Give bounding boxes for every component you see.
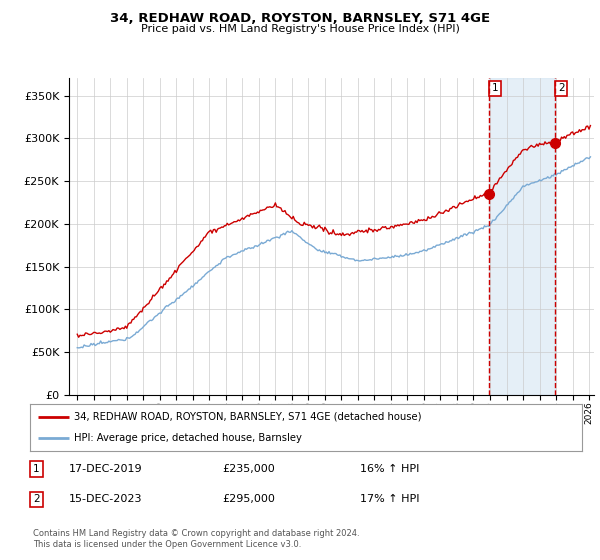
Text: HPI: Average price, detached house, Barnsley: HPI: Average price, detached house, Barn… [74, 433, 302, 444]
Text: 17-DEC-2019: 17-DEC-2019 [69, 464, 143, 474]
Text: 2: 2 [33, 494, 40, 505]
Bar [489, 78, 594, 395]
Text: Price paid vs. HM Land Registry's House Price Index (HPI): Price paid vs. HM Land Registry's House … [140, 24, 460, 34]
Text: £235,000: £235,000 [222, 464, 275, 474]
Text: 2: 2 [558, 83, 565, 93]
Text: £295,000: £295,000 [222, 494, 275, 505]
Text: 1: 1 [33, 464, 40, 474]
Text: 15-DEC-2023: 15-DEC-2023 [69, 494, 143, 505]
Text: 16% ↑ HPI: 16% ↑ HPI [360, 464, 419, 474]
Bar [489, 78, 556, 395]
Text: 1: 1 [492, 83, 499, 93]
Text: 17% ↑ HPI: 17% ↑ HPI [360, 494, 419, 505]
Text: 34, REDHAW ROAD, ROYSTON, BARNSLEY, S71 4GE: 34, REDHAW ROAD, ROYSTON, BARNSLEY, S71 … [110, 12, 490, 25]
Text: 34, REDHAW ROAD, ROYSTON, BARNSLEY, S71 4GE (detached house): 34, REDHAW ROAD, ROYSTON, BARNSLEY, S71 … [74, 412, 422, 422]
Text: Contains HM Land Registry data © Crown copyright and database right 2024.
This d: Contains HM Land Registry data © Crown c… [33, 529, 359, 549]
